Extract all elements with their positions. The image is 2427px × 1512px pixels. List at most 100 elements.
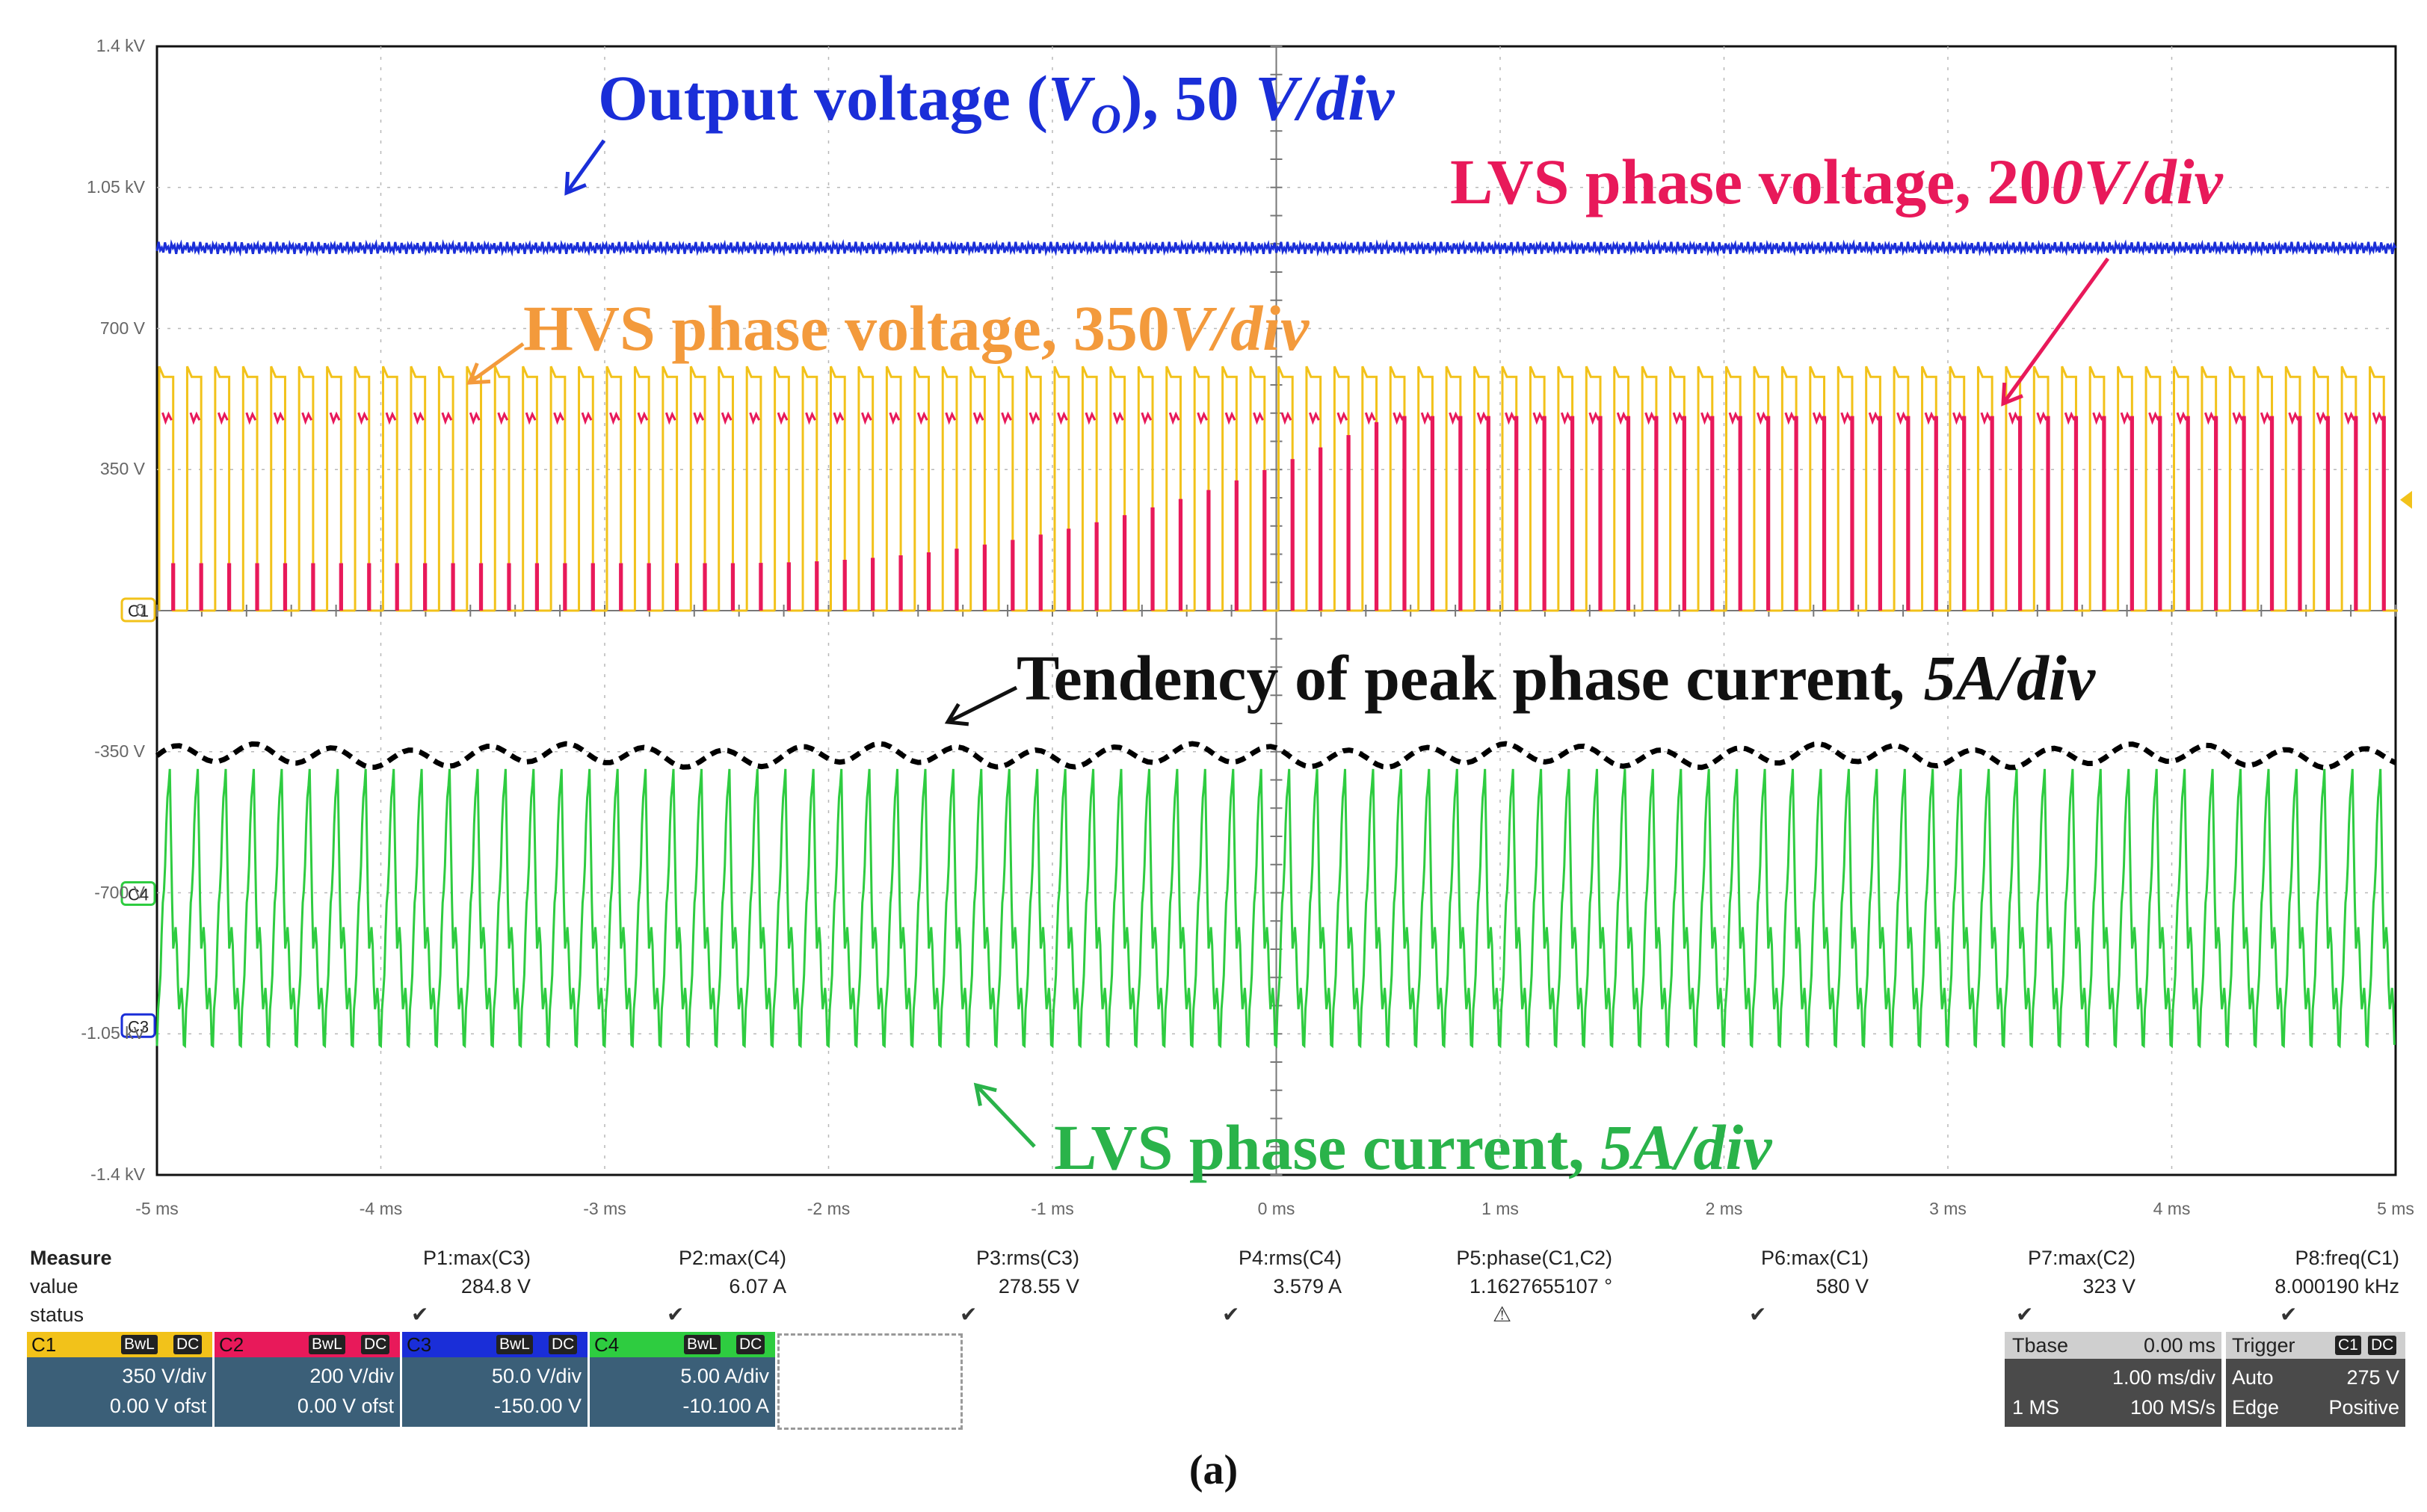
measure-param-value: 3.579 A xyxy=(1273,1275,1342,1297)
channel-name: C3 xyxy=(407,1333,432,1356)
measure-status-icon: ✔ xyxy=(2016,1303,2034,1326)
bandwidth-limit-tag: BwL xyxy=(309,1335,345,1354)
status-label: status xyxy=(30,1303,84,1326)
measure-param-value: 8.000190 kHz xyxy=(2275,1275,2399,1297)
trigger-type: Edge xyxy=(2232,1396,2280,1419)
channel-scale: 50.0 V/div xyxy=(491,1365,582,1387)
channel-offset: 0.00 V ofst xyxy=(297,1395,394,1417)
channel-offset: -150.00 V xyxy=(493,1395,582,1417)
measure-status-icon: ✔ xyxy=(667,1303,685,1326)
tbase-rate: 100 MS/s xyxy=(2130,1396,2215,1419)
measure-status-icon: ✔ xyxy=(960,1303,978,1326)
coupling-tag: DC xyxy=(173,1335,203,1354)
measure-param-value: 284.8 V xyxy=(460,1275,531,1297)
lvs-phase-voltage-trace xyxy=(171,416,2386,611)
tendency-annotation: Tendency of peak phase current, 5A/div xyxy=(1017,642,2095,714)
tbase-samples: 1 MS xyxy=(2012,1396,2060,1419)
trigger-mode: Auto xyxy=(2232,1366,2274,1389)
y-tick-label: -700 V xyxy=(94,882,145,902)
x-tick-label: -2 ms xyxy=(807,1199,851,1218)
trigger-label: Trigger xyxy=(2232,1334,2295,1357)
bandwidth-limit-tag: BwL xyxy=(121,1335,158,1354)
lvs-phase-current-trace xyxy=(155,768,2396,1049)
channel-box-c3[interactable]: C3 BwL DC 50.0 V/div -150.00 V xyxy=(402,1332,588,1427)
x-tick-label: -5 ms xyxy=(135,1199,179,1218)
measure-param-value: 1.1627655107 ° xyxy=(1470,1275,1612,1297)
peak-current-tendency-trace xyxy=(155,741,2397,771)
tbase-per-div: 1.00 ms/div xyxy=(2112,1366,2215,1389)
tbase-delay: 0.00 ms xyxy=(2143,1334,2215,1357)
measure-param-head: P3:rms(C3) xyxy=(975,1247,1079,1269)
channel-name: C2 xyxy=(219,1333,244,1356)
x-tick-label: 0 ms xyxy=(1257,1199,1295,1218)
x-tick-label: 2 ms xyxy=(1705,1199,1743,1218)
hvs-phase-voltage-annotation: HVS phase voltage, 350V/div xyxy=(523,292,1310,364)
channel-box-c2[interactable]: C2 BwL DC 200 V/div 0.00 V ofst xyxy=(215,1332,400,1427)
y-tick-label: 1.4 kV xyxy=(96,36,145,55)
measure-status-icon: ⚠ xyxy=(1493,1303,1512,1326)
empty-channel-slot xyxy=(777,1333,963,1430)
channel-name: C4 xyxy=(594,1333,620,1356)
coupling-tag: DC xyxy=(736,1335,765,1354)
value-label: value xyxy=(30,1275,78,1297)
figure-caption: (a) xyxy=(1188,1447,1239,1493)
measure-param-head: P7:max(C2) xyxy=(2027,1247,2135,1269)
lvs-phase-voltage-annotation: LVS phase voltage, 200V/div xyxy=(1450,146,2223,217)
x-tick-label: 4 ms xyxy=(2153,1199,2191,1218)
output-voltage-trace xyxy=(155,238,2397,257)
y-tick-label: -350 V xyxy=(94,741,145,761)
channel-box-c1[interactable]: C1 BwL DC 350 V/div 0.00 V ofst xyxy=(27,1332,212,1427)
channel-marker-box xyxy=(120,881,156,906)
trigger-slope: Positive xyxy=(2328,1396,2399,1419)
measure-param-head: P6:max(C1) xyxy=(1760,1247,1869,1269)
trigger-coupling: DC xyxy=(2368,1336,2397,1355)
lvs-phase-current-annotation: LVS phase current, 5A/div xyxy=(1054,1111,1772,1183)
x-tick-label: -4 ms xyxy=(359,1199,403,1218)
channel-scale: 200 V/div xyxy=(309,1365,394,1387)
measure-label: Measure xyxy=(30,1247,112,1269)
measure-param-head: P1:max(C3) xyxy=(422,1247,531,1269)
channel-scale: 5.00 A/div xyxy=(680,1365,769,1387)
lvs-voltage-arrow xyxy=(2001,257,2110,407)
channel-marker-box xyxy=(120,597,156,623)
y-tick-label: 0 xyxy=(135,600,145,620)
measure-param-value: 6.07 A xyxy=(729,1275,786,1297)
y-tick-label: 1.05 kV xyxy=(87,176,145,197)
trigger-level-marker xyxy=(2400,490,2412,509)
measure-param-value: 580 V xyxy=(1816,1275,1869,1297)
traces xyxy=(155,238,2398,1049)
channel-box-c4[interactable]: C4 BwL DC 5.00 A/div -10.100 A xyxy=(590,1332,775,1427)
y-tick-label: 700 V xyxy=(99,318,145,338)
channel-markers: C1 C4 C3 xyxy=(120,490,2412,1038)
lvs-phase-voltage-band xyxy=(161,411,2384,425)
lvs-current-arrow xyxy=(973,1082,1036,1148)
channel-marker-label: C3 xyxy=(128,1017,149,1036)
x-tick-label: -3 ms xyxy=(583,1199,626,1218)
measure-status-icon: ✔ xyxy=(1222,1303,1240,1326)
x-tick-label: -1 ms xyxy=(1031,1199,1074,1218)
bandwidth-limit-tag: BwL xyxy=(496,1335,533,1354)
output-voltage-annotation: Output voltage (VO), 50 V/div xyxy=(598,62,1395,143)
x-tick-label: 5 ms xyxy=(2377,1199,2414,1218)
measure-param-value: 278.55 V xyxy=(998,1275,1079,1297)
channel-offset: 0.00 V ofst xyxy=(109,1395,206,1417)
hvs-phase-voltage-trace xyxy=(158,365,2398,612)
measure-param-head: P4:rms(C4) xyxy=(1238,1247,1342,1269)
measure-status-icon: ✔ xyxy=(2280,1303,2298,1326)
y-tick-label: -1.4 kV xyxy=(90,1164,145,1184)
measure-param-head: P2:max(C4) xyxy=(678,1247,786,1269)
channel-marker-label: C4 xyxy=(128,886,149,904)
coupling-tag: DC xyxy=(549,1335,578,1354)
channel-offset: -10.100 A xyxy=(682,1395,769,1417)
trigger-box: Trigger C1 DC Auto 275 V Edge Positive xyxy=(2226,1332,2405,1427)
annotation-arrows xyxy=(466,139,2110,1148)
timebase-box: Tbase 0.00 ms 1.00 ms/div 1 MS 100 MS/s xyxy=(2005,1332,2221,1427)
measure-param-head: P5:phase(C1,C2) xyxy=(1456,1247,1612,1269)
x-tick-label: 1 ms xyxy=(1481,1199,1519,1218)
y-tick-label: -1.05 kV xyxy=(81,1023,145,1043)
tbase-label: Tbase xyxy=(2012,1334,2069,1357)
measure-status-icon: ✔ xyxy=(411,1303,429,1326)
channel-scale: 350 V/div xyxy=(122,1365,206,1387)
bandwidth-limit-tag: BwL xyxy=(684,1335,721,1354)
